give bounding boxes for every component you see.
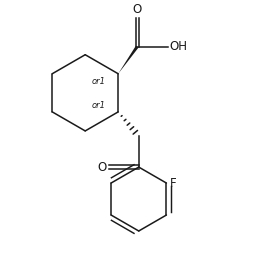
Text: O: O (98, 161, 107, 173)
Polygon shape (118, 46, 138, 74)
Text: F: F (169, 177, 176, 189)
Text: OH: OH (169, 40, 187, 53)
Text: O: O (133, 3, 142, 16)
Text: or1: or1 (91, 77, 105, 86)
Text: or1: or1 (91, 101, 105, 110)
